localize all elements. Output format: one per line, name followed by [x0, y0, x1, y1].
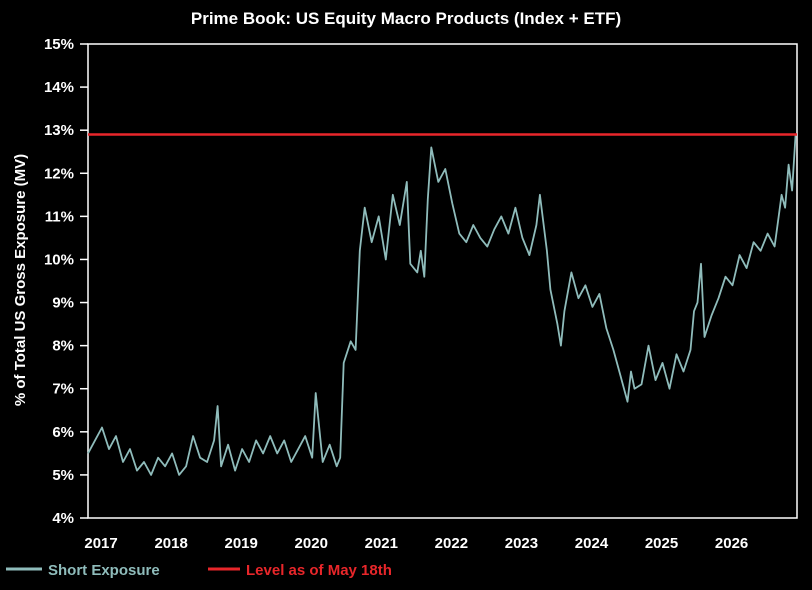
y-axis-label: % of Total US Gross Exposure (MV)	[12, 154, 29, 406]
x-tick-label: 2017	[84, 535, 117, 552]
x-axis-ticks: 2017 2018 2019 2020 2021 2022 2023 2024 2025 2026	[84, 535, 748, 552]
x-tick-label: 2023	[505, 535, 538, 552]
y-tick-label: 4%	[52, 510, 74, 527]
legend: Short Exposure Level as of May 18th	[6, 562, 392, 579]
y-tick-label: 14%	[44, 79, 74, 96]
x-tick-label: 2020	[295, 535, 328, 552]
legend-label-level-line: Level as of May 18th	[246, 562, 392, 579]
x-tick-label: 2018	[154, 535, 187, 552]
y-tick-label: 6%	[52, 424, 74, 441]
y-axis-ticks: 4% 5% 6% 7% 8% 9% 10% 11% 12% 13% 14% 15%	[44, 36, 88, 527]
y-tick-label: 13%	[44, 122, 74, 139]
y-tick-label: 11%	[45, 208, 74, 225]
y-tick-label: 10%	[44, 251, 74, 268]
plot-area-frame	[87, 43, 798, 519]
x-tick-label: 2022	[435, 535, 468, 552]
y-tick-label: 7%	[52, 381, 74, 398]
legend-label-short-exposure: Short Exposure	[48, 562, 160, 579]
short-exposure-line	[87, 134, 797, 476]
x-tick-label: 2025	[645, 535, 678, 552]
y-tick-label: 9%	[52, 295, 74, 312]
y-tick-label: 8%	[52, 338, 74, 355]
y-tick-label: 15%	[44, 36, 74, 53]
x-tick-label: 2019	[225, 535, 258, 552]
y-tick-label: 5%	[52, 467, 74, 484]
x-tick-label: 2021	[365, 535, 398, 552]
chart-title: Prime Book: US Equity Macro Products (In…	[191, 9, 621, 28]
x-tick-label: 2026	[715, 535, 748, 552]
y-tick-label: 12%	[44, 165, 74, 182]
x-tick-label: 2024	[575, 535, 609, 552]
